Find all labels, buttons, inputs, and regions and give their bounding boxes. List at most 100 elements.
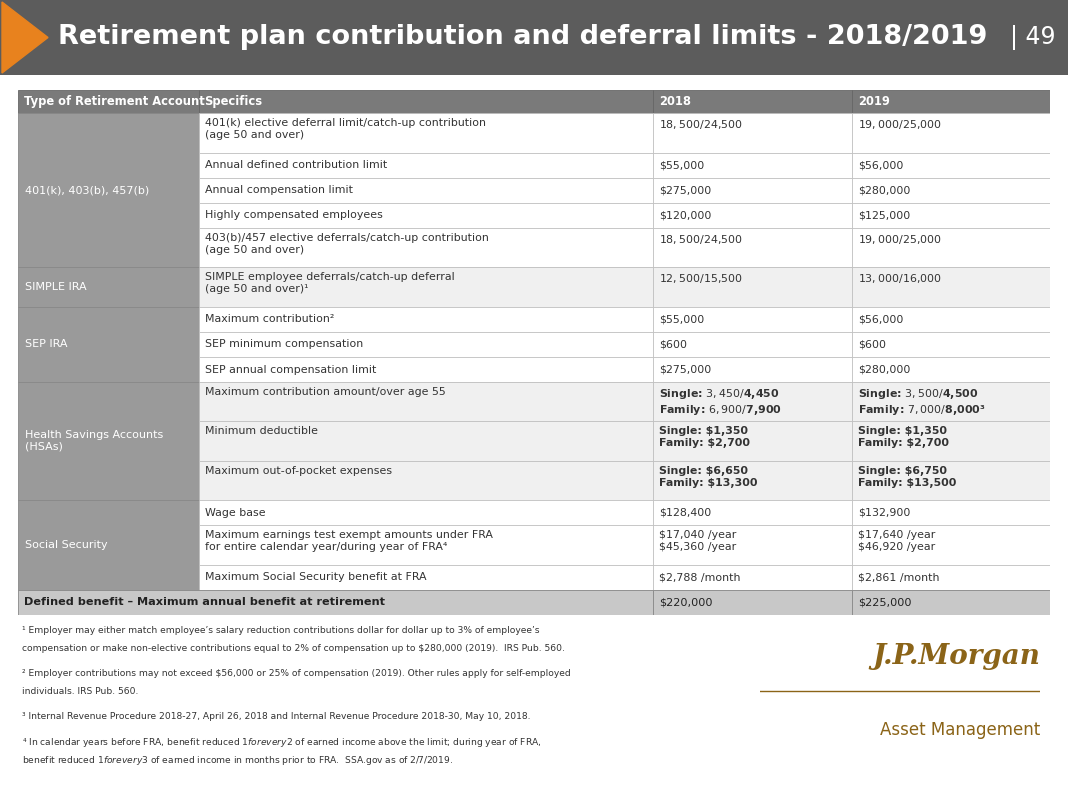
Bar bbox=[653, 357, 852, 382]
Bar bbox=[199, 525, 653, 565]
Text: individuals. IRS Pub. 560.: individuals. IRS Pub. 560. bbox=[21, 687, 138, 696]
Text: 2018: 2018 bbox=[659, 95, 691, 108]
Text: Asset Management: Asset Management bbox=[880, 721, 1040, 739]
Text: Maximum out-of-pocket expenses: Maximum out-of-pocket expenses bbox=[205, 466, 392, 476]
Text: $55,000: $55,000 bbox=[659, 160, 704, 171]
Text: $280,000: $280,000 bbox=[858, 365, 910, 374]
Text: ¹ Employer may either match employee’s salary reduction contributions dollar for: ¹ Employer may either match employee’s s… bbox=[21, 626, 539, 635]
Bar bbox=[199, 461, 653, 501]
Text: SEP minimum compensation: SEP minimum compensation bbox=[205, 340, 363, 350]
Text: Retirement plan contribution and deferral limits - 2018/2019: Retirement plan contribution and deferra… bbox=[58, 24, 988, 50]
Bar bbox=[653, 590, 852, 615]
Text: Minimum deductible: Minimum deductible bbox=[205, 427, 317, 436]
Text: $280,000: $280,000 bbox=[858, 185, 910, 196]
Polygon shape bbox=[2, 2, 48, 73]
Text: $600: $600 bbox=[858, 340, 885, 350]
Bar bbox=[18, 382, 199, 501]
Bar bbox=[852, 461, 1050, 501]
Text: Annual compensation limit: Annual compensation limit bbox=[205, 185, 352, 196]
Text: $120,000: $120,000 bbox=[659, 211, 711, 220]
Text: 2019: 2019 bbox=[858, 95, 890, 108]
Bar bbox=[199, 421, 653, 461]
Bar bbox=[852, 525, 1050, 565]
Bar bbox=[852, 332, 1050, 357]
Text: $225,000: $225,000 bbox=[858, 597, 911, 608]
Bar bbox=[199, 332, 653, 357]
Bar bbox=[199, 357, 653, 382]
Text: Single: $6,650
Family: $13,300: Single: $6,650 Family: $13,300 bbox=[659, 466, 757, 487]
Bar bbox=[852, 382, 1050, 421]
Bar bbox=[18, 90, 199, 113]
Bar bbox=[852, 307, 1050, 332]
Text: SIMPLE employee deferrals/catch-up deferral
(age 50 and over)¹: SIMPLE employee deferrals/catch-up defer… bbox=[205, 273, 454, 294]
Bar bbox=[653, 382, 852, 421]
Bar bbox=[653, 525, 852, 565]
Text: $275,000: $275,000 bbox=[659, 365, 711, 374]
Text: $2,861 /month: $2,861 /month bbox=[858, 572, 940, 582]
Text: compensation or make non-elective contributions equal to 2% of compensation up t: compensation or make non-elective contri… bbox=[21, 644, 565, 653]
Bar bbox=[653, 421, 852, 461]
Bar bbox=[653, 203, 852, 228]
Bar bbox=[199, 113, 653, 152]
Bar bbox=[18, 307, 199, 382]
Text: $125,000: $125,000 bbox=[858, 211, 910, 220]
Text: 403(b)/457 elective deferrals/catch-up contribution
(age 50 and over): 403(b)/457 elective deferrals/catch-up c… bbox=[205, 233, 488, 255]
Bar bbox=[852, 90, 1050, 113]
Bar bbox=[852, 565, 1050, 590]
Bar bbox=[852, 267, 1050, 307]
Text: | 49: | 49 bbox=[1010, 25, 1056, 50]
Text: SEP IRA: SEP IRA bbox=[25, 340, 67, 350]
Text: $56,000: $56,000 bbox=[858, 314, 904, 325]
Text: Maximum Social Security benefit at FRA: Maximum Social Security benefit at FRA bbox=[205, 572, 426, 582]
Bar bbox=[653, 565, 852, 590]
Text: $18,500/$24,500: $18,500/$24,500 bbox=[659, 119, 742, 131]
Bar bbox=[199, 228, 653, 267]
Text: Wage base: Wage base bbox=[205, 508, 265, 518]
Text: Maximum contribution²: Maximum contribution² bbox=[205, 314, 334, 325]
Text: $275,000: $275,000 bbox=[659, 185, 711, 196]
Text: Defined benefit – Maximum annual benefit at retirement: Defined benefit – Maximum annual benefit… bbox=[23, 597, 384, 608]
Bar bbox=[199, 382, 653, 421]
Bar bbox=[852, 501, 1050, 525]
Text: ⁴ In calendar years before FRA, benefit reduced $1 for every $2 of earned income: ⁴ In calendar years before FRA, benefit … bbox=[21, 736, 541, 749]
Text: Health Savings Accounts
(HSAs): Health Savings Accounts (HSAs) bbox=[25, 431, 163, 452]
Bar bbox=[199, 565, 653, 590]
Text: $12,500/$15,500: $12,500/$15,500 bbox=[659, 273, 742, 285]
Bar bbox=[852, 228, 1050, 267]
Text: $13,000/$16,000: $13,000/$16,000 bbox=[858, 273, 942, 285]
Bar bbox=[852, 152, 1050, 178]
Text: $220,000: $220,000 bbox=[659, 597, 712, 608]
Text: Specifics: Specifics bbox=[205, 95, 263, 108]
Text: Single: $6,750
Family: $13,500: Single: $6,750 Family: $13,500 bbox=[858, 466, 956, 487]
Text: $600: $600 bbox=[659, 340, 687, 350]
Bar bbox=[199, 307, 653, 332]
Text: ² Employer contributions may not exceed $56,000 or 25% of compensation (2019). O: ² Employer contributions may not exceed … bbox=[21, 669, 570, 678]
Bar bbox=[852, 590, 1050, 615]
Bar bbox=[18, 267, 199, 307]
Bar bbox=[852, 113, 1050, 152]
Bar bbox=[653, 332, 852, 357]
Bar bbox=[653, 461, 852, 501]
Text: $19,000/$25,000: $19,000/$25,000 bbox=[858, 119, 942, 131]
Bar bbox=[653, 152, 852, 178]
Text: $2,788 /month: $2,788 /month bbox=[659, 572, 740, 582]
Bar bbox=[852, 357, 1050, 382]
Bar bbox=[653, 307, 852, 332]
Bar bbox=[653, 267, 852, 307]
Bar bbox=[653, 113, 852, 152]
Bar bbox=[852, 203, 1050, 228]
Text: $17,040 /year
$45,360 /year: $17,040 /year $45,360 /year bbox=[659, 531, 736, 552]
Text: $19,000/$25,000: $19,000/$25,000 bbox=[858, 233, 942, 246]
Text: ³ Internal Revenue Procedure 2018-27, April 26, 2018 and Internal Revenue Proced: ³ Internal Revenue Procedure 2018-27, Ap… bbox=[21, 711, 531, 721]
Text: Annual defined contribution limit: Annual defined contribution limit bbox=[205, 160, 387, 171]
Text: 401(k) elective deferral limit/catch-up contribution
(age 50 and over): 401(k) elective deferral limit/catch-up … bbox=[205, 119, 486, 140]
Text: Single: $3,450/$4,450
Family: $6,900/$7,900: Single: $3,450/$4,450 Family: $6,900/$7,… bbox=[659, 387, 782, 417]
Text: 401(k), 403(b), 457(b): 401(k), 403(b), 457(b) bbox=[25, 185, 150, 196]
Text: J.P.Morgan: J.P.Morgan bbox=[873, 643, 1040, 670]
Text: Maximum earnings test exempt amounts under FRA
for entire calendar year/during y: Maximum earnings test exempt amounts und… bbox=[205, 531, 492, 552]
Bar bbox=[18, 501, 199, 590]
Bar bbox=[18, 113, 199, 267]
Text: benefit reduced $1 for every $3 of earned income in months prior to FRA.  SSA.go: benefit reduced $1 for every $3 of earne… bbox=[21, 754, 453, 766]
Text: $17,640 /year
$46,920 /year: $17,640 /year $46,920 /year bbox=[858, 531, 936, 552]
Bar bbox=[199, 178, 653, 203]
